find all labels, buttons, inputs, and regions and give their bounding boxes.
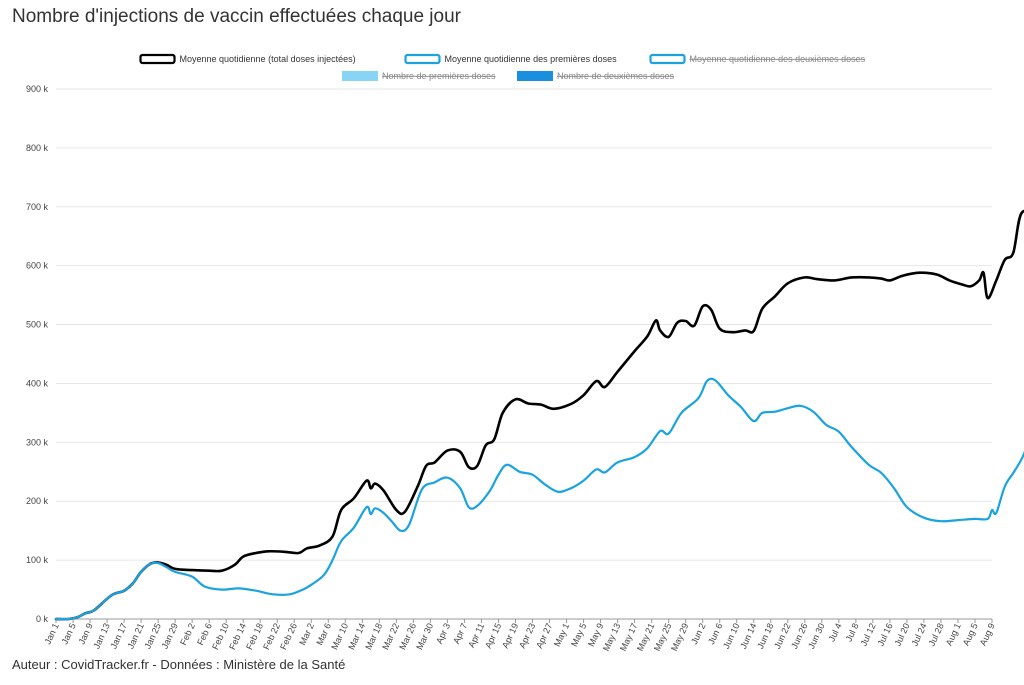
x-tick-label: Jul 4 xyxy=(827,622,844,643)
y-tick-label: 0 k xyxy=(36,614,49,624)
series-line-total-doses xyxy=(54,209,1024,621)
legend-swatch xyxy=(517,71,553,81)
legend-item[interactable]: Moyenne quotidienne (total doses injecté… xyxy=(139,53,356,65)
legend-swatch xyxy=(342,71,378,81)
legend-label: Moyenne quotidienne (total doses injecté… xyxy=(180,54,356,64)
y-axis: 0 k 100 k 200 k 300 k 400 k 500 k 600 k 700 k 80… xyxy=(26,84,49,624)
legend-label: Nombre de premières doses xyxy=(382,71,496,81)
x-tick-label: Jan 5 xyxy=(59,622,77,646)
grid-lines xyxy=(56,88,992,620)
legend-item[interactable]: Nombre de deuxièmes doses xyxy=(517,71,675,81)
y-tick-label: 200 k xyxy=(26,496,49,506)
legend-item[interactable]: Moyenne quotidienne des deuxièmes doses xyxy=(649,53,866,65)
series-lines xyxy=(54,209,1024,621)
y-tick-label: 900 k xyxy=(26,84,49,94)
x-tick-label: Jul 28 xyxy=(927,622,946,648)
legend: Moyenne quotidienne (total doses injecté… xyxy=(139,53,866,81)
y-tick-label: 700 k xyxy=(26,202,49,212)
legend-item[interactable]: Moyenne quotidienne des premières doses xyxy=(404,53,618,65)
chart-title: Nombre d'injections de vaccin effectuées… xyxy=(12,6,461,27)
legend-item[interactable]: Nombre de premières doses xyxy=(342,71,496,81)
legend-swatch xyxy=(404,53,441,65)
source-footer: Auteur : CovidTracker.fr - Données : Min… xyxy=(12,657,346,672)
x-tick-label: Jun 6 xyxy=(706,622,724,646)
legend-label: Moyenne quotidienne des premières doses xyxy=(445,54,618,64)
legend-label: Moyenne quotidienne des deuxièmes doses xyxy=(690,54,866,64)
x-tick-label: Jan 9 xyxy=(76,622,94,646)
y-tick-label: 100 k xyxy=(26,555,49,565)
series-line-first-doses xyxy=(54,377,1024,621)
legend-label: Nombre de deuxièmes doses xyxy=(557,71,675,81)
x-tick-label: Jun 2 xyxy=(689,622,707,646)
legend-swatch xyxy=(649,53,686,65)
y-tick-label: 300 k xyxy=(26,437,49,447)
legend-swatch xyxy=(139,53,176,65)
x-tick-label: Apr 7 xyxy=(451,622,469,646)
y-tick-label: 500 k xyxy=(26,320,49,330)
y-tick-label: 800 k xyxy=(26,143,49,153)
x-tick-label: Jul 8 xyxy=(844,622,861,643)
x-tick-label: Jan 1 xyxy=(42,622,60,646)
x-tick-label: Aug 9 xyxy=(978,622,997,648)
y-tick-label: 400 k xyxy=(26,378,49,388)
y-tick-label: 600 k xyxy=(26,261,49,271)
x-tick-label: Apr 3 xyxy=(434,622,452,646)
